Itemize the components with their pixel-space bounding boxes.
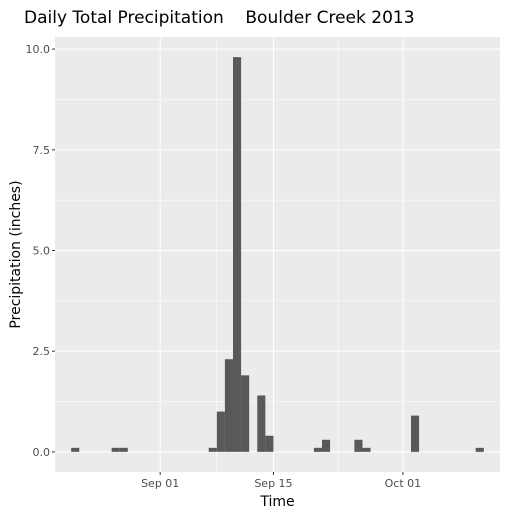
- bar-2013-09-26: [362, 447, 371, 452]
- bar-2013-08-27: [119, 447, 128, 452]
- y-tick-label: 10.0: [26, 43, 51, 56]
- x-tick-label: Sep 01: [141, 477, 179, 490]
- y-tick-label: 5.0: [33, 244, 51, 257]
- bar-2013-09-10: [233, 57, 242, 452]
- bar-2013-09-13: [257, 395, 266, 452]
- bar-2013-09-11: [241, 375, 250, 452]
- minor-gridlines: [55, 37, 500, 472]
- bars: [71, 57, 484, 452]
- x-axis: Sep 01 Sep 15 Oct 01: [141, 472, 421, 490]
- bar-2013-08-21: [71, 447, 80, 452]
- major-gridlines: [55, 37, 500, 472]
- chart-title: Daily Total Precipitation Boulder Creek …: [24, 8, 415, 28]
- y-tick-label: 2.5: [33, 345, 51, 358]
- y-tick-label: 0.0: [33, 446, 51, 459]
- bar-2013-08-26: [111, 447, 120, 452]
- bar-2013-09-20: [313, 447, 322, 452]
- x-tick-label: Sep 15: [254, 477, 292, 490]
- plot-panel: [55, 37, 500, 472]
- bar-2013-10-02: [411, 415, 420, 452]
- x-axis-title: Time: [259, 494, 294, 510]
- bar-2013-09-14: [265, 435, 274, 452]
- bar-2013-09-21: [322, 439, 331, 452]
- bar-2013-09-25: [354, 439, 363, 452]
- bar-2013-09-08: [216, 411, 225, 452]
- bar-2013-09-07: [208, 447, 217, 452]
- y-axis: 0.0 2.5 5.0 7.5 10.0: [26, 43, 55, 459]
- x-tick-label: Oct 01: [385, 477, 422, 490]
- y-tick-label: 7.5: [33, 144, 51, 157]
- y-axis-title: Precipitation (inches): [8, 180, 24, 328]
- bar-2013-09-09: [224, 359, 233, 452]
- bar-2013-10-10: [475, 447, 484, 452]
